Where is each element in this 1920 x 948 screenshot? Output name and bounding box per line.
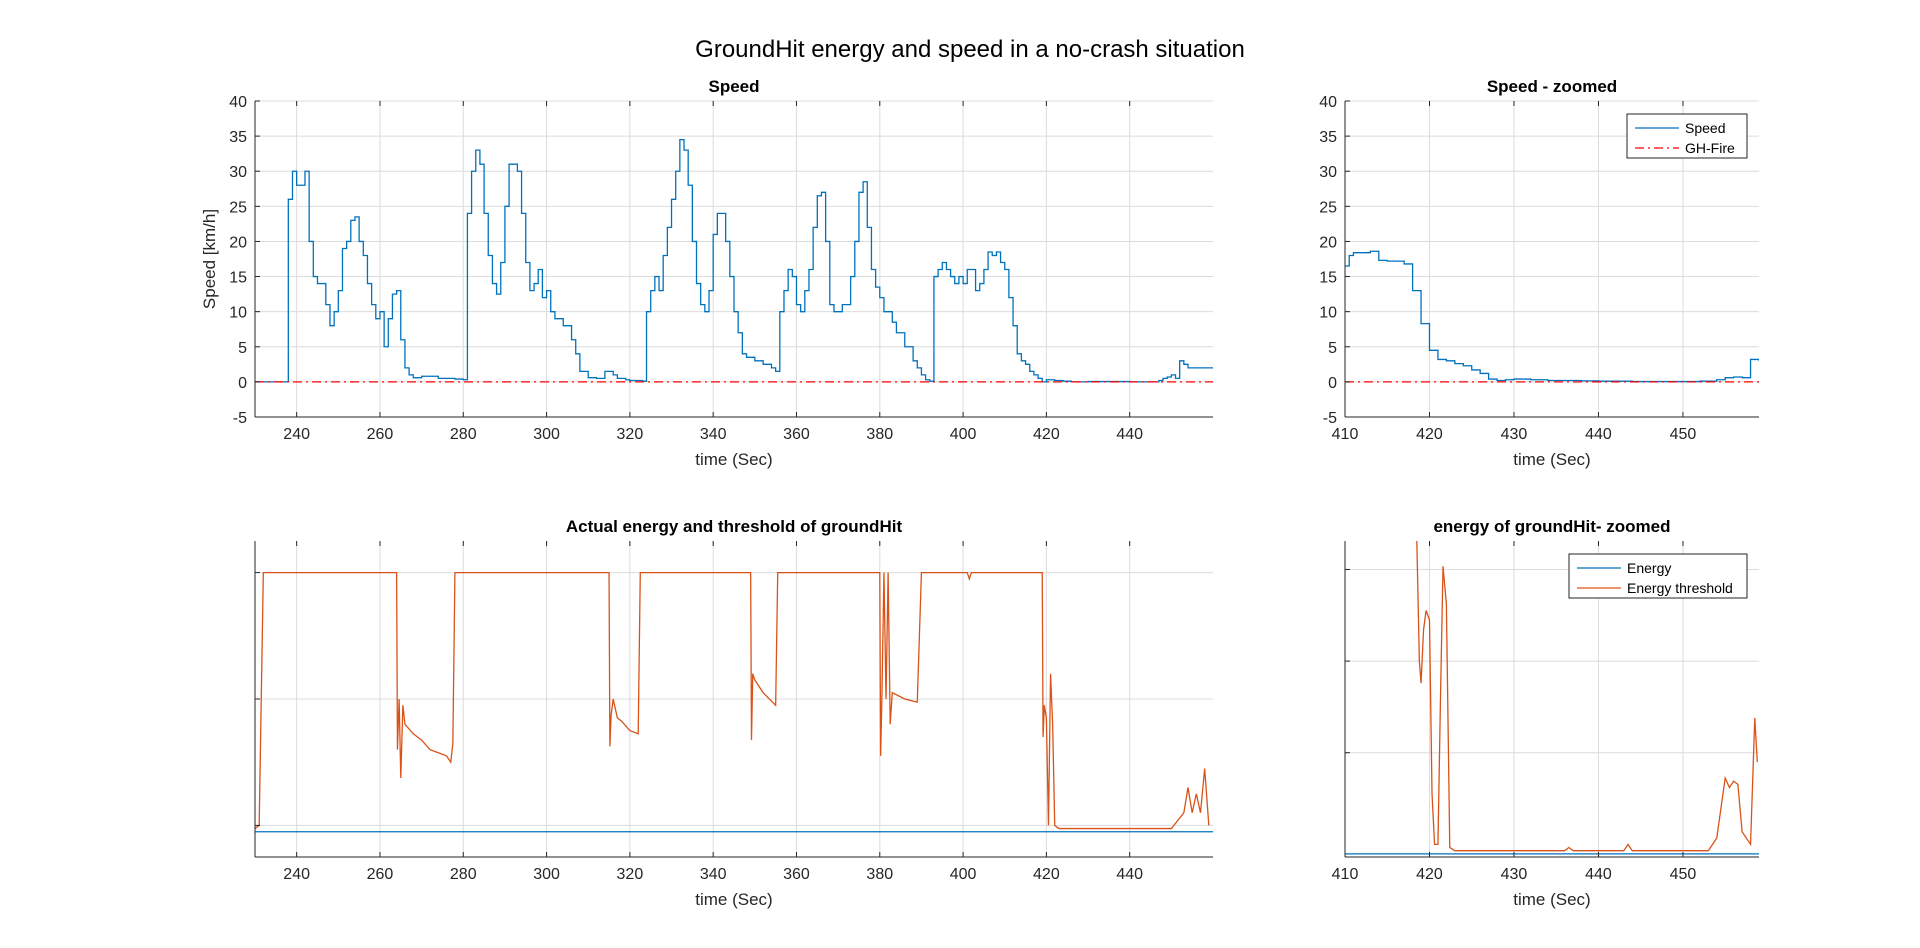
x-tick-label: 360	[783, 426, 810, 443]
series-line-energy-threshold	[1416, 541, 1758, 852]
y-tick-label: 40	[1319, 94, 1337, 111]
y-axis-label: Speed [km/h]	[200, 209, 219, 309]
x-tick-label: 440	[1116, 866, 1143, 883]
x-tick-label: 320	[617, 866, 644, 883]
legend-label: Speed	[1685, 120, 1725, 136]
subplot-title: Speed - zoomed	[1487, 77, 1617, 96]
y-tick-label: 10	[1319, 305, 1337, 322]
x-tick-label: 360	[783, 866, 810, 883]
x-tick-label: 280	[450, 866, 477, 883]
x-tick-label: 300	[533, 866, 560, 883]
x-tick-label: 450	[1670, 426, 1697, 443]
x-tick-label: 380	[866, 426, 893, 443]
x-tick-label: 450	[1670, 866, 1697, 883]
figure-title: GroundHit energy and speed in a no-crash…	[695, 36, 1245, 63]
legend-label: Energy threshold	[1627, 580, 1733, 596]
legend-label: GH-Fire	[1685, 140, 1735, 156]
y-tick-label: 5	[1328, 340, 1337, 357]
legend: Energy Energy threshold	[1568, 553, 1748, 599]
y-tick-label: 15	[229, 270, 247, 287]
x-tick-label: 430	[1501, 426, 1528, 443]
x-axis-label: time (Sec)	[1513, 450, 1590, 469]
y-tick-label: 20	[229, 234, 247, 251]
x-tick-label: 260	[367, 866, 394, 883]
y-tick-label: 5	[238, 340, 247, 357]
subplot-title: energy of groundHit- zoomed	[1433, 517, 1670, 536]
y-tick-label: 0	[1328, 375, 1337, 392]
series-line-speed	[255, 138, 1213, 383]
x-tick-label: 440	[1585, 866, 1612, 883]
legend-label: Energy	[1627, 560, 1671, 576]
subplot-energy: 240 260 280 300 320 340 360 380 400 420 440 Actual …	[254, 517, 1213, 909]
y-tick-label: 35	[1319, 129, 1337, 146]
subplot-speed_zoom: 410 420 430 440 450 -5 0 5 10 15 20 25 30 35 40 Speed -…	[1319, 77, 1759, 469]
y-tick-label: 25	[229, 199, 247, 216]
y-tick-label: -5	[1323, 410, 1337, 427]
legend-box	[1626, 113, 1748, 159]
y-tick-label: 20	[1319, 234, 1337, 251]
x-tick-label: 300	[533, 426, 560, 443]
x-tick-label: 420	[1033, 426, 1060, 443]
y-tick-label: 0	[238, 375, 247, 392]
x-tick-label: 420	[1033, 866, 1060, 883]
x-tick-label: 440	[1116, 426, 1143, 443]
x-axis-label: time (Sec)	[1513, 890, 1590, 909]
series-line-energy-threshold	[255, 571, 1210, 830]
legend: Speed GH-Fire	[1626, 113, 1748, 159]
x-tick-label: 280	[450, 426, 477, 443]
x-axis-label: time (Sec)	[695, 450, 772, 469]
y-tick-label: 10	[229, 305, 247, 322]
y-tick-label: -5	[233, 410, 247, 427]
x-tick-label: 420	[1416, 426, 1443, 443]
x-tick-label: 420	[1416, 866, 1443, 883]
x-tick-label: 240	[283, 426, 310, 443]
subplot-title: Actual energy and threshold of groundHit	[566, 517, 903, 536]
x-tick-label: 410	[1332, 866, 1359, 883]
y-tick-label: 35	[229, 129, 247, 146]
y-tick-label: 15	[1319, 270, 1337, 287]
x-tick-label: 320	[617, 426, 644, 443]
y-tick-label: 25	[1319, 199, 1337, 216]
subplot-energy_zoom: 410 420 430 440 450 energy of groundHit- zoom…	[1332, 517, 1759, 909]
x-tick-label: 260	[367, 426, 394, 443]
x-tick-label: 340	[700, 426, 727, 443]
x-tick-label: 430	[1501, 866, 1528, 883]
x-tick-label: 410	[1332, 426, 1359, 443]
legend-box	[1568, 553, 1748, 599]
y-tick-label: 40	[229, 94, 247, 111]
subplot-speed: 240 260 280 300 320 340 360 380 400 420 440 -5 0 5 10 1…	[200, 77, 1213, 469]
x-tick-label: 240	[283, 866, 310, 883]
x-tick-label: 440	[1585, 426, 1612, 443]
y-tick-label: 30	[1319, 164, 1337, 181]
x-tick-label: 400	[950, 426, 977, 443]
subplots: 240 260 280 300 320 340 360 380 400 420 440-505101…	[200, 77, 1759, 909]
x-tick-label: 380	[866, 866, 893, 883]
y-tick-label: 30	[229, 164, 247, 181]
x-tick-label: 340	[700, 866, 727, 883]
series-line-speed	[1345, 250, 1759, 383]
x-tick-label: 400	[950, 866, 977, 883]
subplot-title: Speed	[708, 77, 759, 96]
x-axis-label: time (Sec)	[695, 890, 772, 909]
